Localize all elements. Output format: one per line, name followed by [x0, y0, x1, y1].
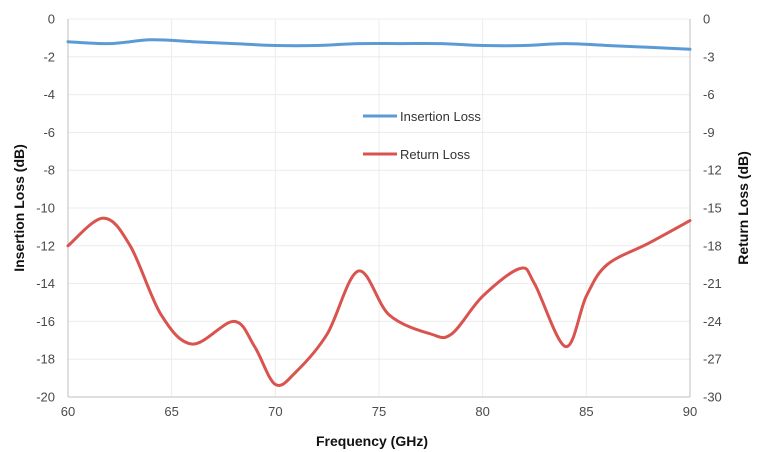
- y-right-tick-label-6: -18: [703, 238, 722, 253]
- legend: Insertion Loss Return Loss: [363, 109, 481, 162]
- y-right-tick-label-10: -30: [703, 390, 722, 405]
- legend-label-return-loss: Return Loss: [400, 147, 471, 162]
- x-tick-label-4: 80: [475, 404, 489, 419]
- y-right-tick-label-0: 0: [703, 12, 710, 27]
- x-axis-title: Frequency (GHz): [316, 433, 428, 449]
- y-left-tick-label-8: -16: [36, 314, 55, 329]
- y-axis-right-title: Return Loss (dB): [735, 151, 751, 265]
- x-tick-label-6: 90: [683, 404, 697, 419]
- y-right-tick-label-2: -6: [703, 87, 715, 102]
- x-tick-label-0: 60: [61, 404, 75, 419]
- y-right-tick-label-4: -12: [703, 163, 722, 178]
- y-right-tick-label-3: -9: [703, 125, 715, 140]
- x-tick-label-1: 65: [164, 404, 178, 419]
- tick-labels: 60 65 70 75 80 85 90 0 -2 -4 -6 -8 -10 -12 -14 -16 -18 -2…: [36, 12, 722, 420]
- y-right-tick-label-8: -24: [703, 314, 722, 329]
- series-layer: [66, 38, 692, 387]
- y-left-tick-label-10: -20: [36, 390, 55, 405]
- y-left-tick-label-4: -8: [43, 163, 55, 178]
- y-right-tick-label-5: -15: [703, 201, 722, 216]
- x-tick-label-2: 70: [268, 404, 282, 419]
- y-left-tick-label-9: -18: [36, 352, 55, 367]
- y-right-tick-label-7: -21: [703, 276, 722, 291]
- y-axis-left-title: Insertion Loss (dB): [11, 144, 27, 272]
- y-right-tick-label-1: -3: [703, 49, 715, 64]
- y-left-tick-label-7: -14: [36, 276, 55, 291]
- y-left-tick-label-3: -6: [43, 125, 55, 140]
- y-left-tick-label-6: -12: [36, 238, 55, 253]
- y-left-tick-label-5: -10: [36, 201, 55, 216]
- legend-label-insertion-loss: Insertion Loss: [400, 109, 481, 124]
- x-tick-label-3: 75: [372, 404, 386, 419]
- y-left-tick-label-2: -4: [43, 87, 55, 102]
- x-tick-label-5: 85: [579, 404, 593, 419]
- y-right-tick-label-9: -27: [703, 352, 722, 367]
- y-left-tick-label-1: -2: [43, 49, 55, 64]
- y-left-tick-label-0: 0: [48, 12, 55, 27]
- series-line-return-loss: [66, 216, 692, 387]
- series-line-insertion-loss: [66, 38, 692, 51]
- grid: [67, 18, 691, 398]
- axes: [67, 19, 691, 398]
